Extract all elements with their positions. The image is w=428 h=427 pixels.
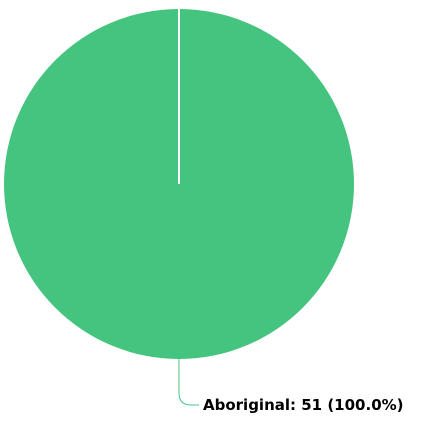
data-labels: Aboriginal: 51 (100.0%) [203, 396, 404, 414]
label-leader-lines [178, 359, 199, 406]
data-label-aboriginal: Aboriginal: 51 (100.0%) [203, 396, 404, 414]
pie-slices [4, 9, 354, 359]
leader-line-aboriginal [178, 359, 199, 406]
